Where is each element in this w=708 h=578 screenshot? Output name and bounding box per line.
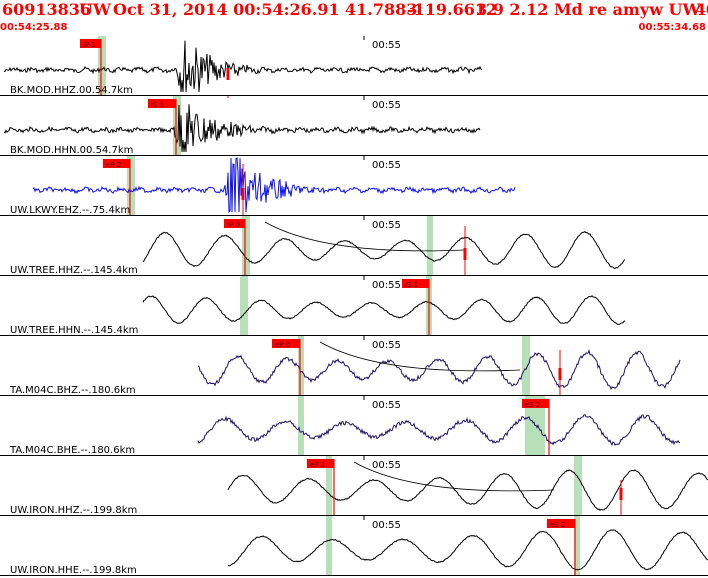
pick-flag-label: eP 2 — [310, 461, 325, 469]
channel-label: UW.IRON.HHE.--.199.8km — [10, 565, 137, 576]
coda-curve — [319, 341, 521, 372]
event-latitude: 41.7883 — [345, 0, 418, 19]
window-end-time: 00:55:34.68 — [638, 22, 706, 33]
waveform-trace — [3, 40, 483, 93]
event-id: 60913836 — [2, 0, 92, 19]
pick-window — [240, 276, 248, 336]
channel-label: TA.M04C.BHZ.--.180.6km — [9, 385, 136, 396]
pick-flag[interactable] — [224, 219, 245, 228]
channel-panel[interactable]: 00:55 eP 2 UW.IRON.HHZ.--.199.8km — [0, 456, 708, 516]
pick-flag[interactable] — [103, 159, 130, 168]
pick-window — [298, 396, 304, 456]
pick-flag[interactable] — [148, 99, 176, 108]
pick-flag-label: eP 2 — [106, 161, 121, 169]
pick-window — [98, 36, 106, 96]
pick-flag-label: eP 0 — [275, 341, 290, 349]
pick-window — [242, 216, 250, 276]
pick-flag-label: eS 2 — [525, 401, 540, 409]
channel-panel[interactable]: 00:55 iP 0 UW.TREE.HHZ.--.145.4km — [0, 216, 708, 276]
waveform-trace — [227, 469, 708, 512]
pick-window — [173, 96, 181, 156]
channel-panel[interactable]: 00:55 eP 0 TA.M04C.BHZ.--.180.6km — [0, 336, 708, 396]
event-network: UW — [79, 0, 111, 19]
channel-label: BK.MOD.HHN.00.54.7km — [10, 145, 133, 156]
pick-window — [574, 456, 582, 516]
coda-marker-bar — [619, 488, 623, 500]
window-start-time: 00:54:25.88 — [0, 22, 68, 33]
minute-tick-label: 00:55 — [372, 400, 401, 411]
channel-label: BK.MOD.HHZ.00.54.7km — [10, 85, 133, 96]
coda-marker-bar — [241, 188, 245, 200]
pick-flag[interactable] — [272, 339, 300, 348]
pick-window — [298, 336, 304, 396]
pick-flag-label: iS 1 — [151, 101, 164, 109]
channel-panel[interactable]: 00:55 iS 1 BK.MOD.HHN.00.54.7km — [0, 96, 708, 156]
minute-tick-label: 00:55 — [372, 520, 401, 531]
waveform-trace — [142, 295, 626, 325]
pick-window — [326, 456, 332, 516]
waveform-trace — [197, 414, 681, 446]
channel-label: UW.LKWY.EHZ.--.75.4km — [10, 205, 130, 216]
pick-flag[interactable] — [80, 39, 101, 48]
pick-flag-label: iS 1 — [405, 281, 418, 289]
channel-label: UW.TREE.HHZ.--.145.4km — [10, 265, 138, 276]
channel-label: UW.TREE.HHN.--.145.4km — [10, 325, 138, 336]
pick-flag[interactable] — [547, 519, 575, 528]
event-longitude: -119.6612 — [407, 0, 498, 19]
channel-label: TA.M04C.BHE.--.180.6km — [9, 445, 135, 456]
minute-tick-label: 00:55 — [372, 340, 401, 351]
minute-tick-label: 00:55 — [372, 460, 401, 471]
waveform-trace — [3, 104, 481, 153]
channel-panel[interactable]: 00:55 eS 2 UW.IRON.HHE.--.199.8km — [0, 516, 708, 576]
channel-label: UW.IRON.HHZ.--.199.8km — [10, 505, 137, 516]
waveform-trace — [32, 157, 516, 214]
coda-marker-bar — [558, 368, 562, 380]
event-datetime: Oct 31, 2014 00:54:26.91 — [113, 0, 340, 19]
pick-window — [326, 516, 332, 576]
seismogram-viewer[interactable]: 00:55 iP 1 BK.MOD.HHZ.00.54.7km 00:55 iS 1 BK… — [0, 36, 708, 578]
waveform-trace — [227, 529, 708, 571]
channel-panel[interactable]: 00:55 eS 2 TA.M04C.BHE.--.180.6km — [0, 396, 708, 456]
pick-window — [127, 156, 135, 216]
minute-tick-label: 00:55 — [372, 280, 401, 291]
pick-window — [427, 216, 433, 276]
coda-marker-bar — [463, 248, 467, 260]
pick-flag-label: iP 0 — [227, 221, 240, 229]
minute-tick-label: 00:55 — [372, 220, 401, 231]
waveform-trace — [198, 348, 681, 391]
channel-panel[interactable]: 00:55 iS 1 UW.TREE.HHN.--.145.4km — [0, 276, 708, 336]
minute-tick-label: 00:55 — [372, 100, 401, 111]
pick-flag-label: iP 1 — [83, 41, 96, 49]
pick-flag[interactable] — [522, 399, 549, 408]
waveform-trace — [142, 230, 626, 270]
pick-flag[interactable] — [307, 459, 334, 468]
channel-panel[interactable]: 00:55 iP 1 BK.MOD.HHZ.00.54.7km — [0, 36, 708, 98]
event-magnitude-info: 3.9 2.12 Md re amyw UW 01 — [476, 0, 708, 19]
event-header: 60913836 UW Oct 31, 2014 00:54:26.91 41.… — [0, 0, 708, 22]
coda-marker-bar — [226, 68, 230, 80]
pick-window — [522, 336, 530, 396]
event-version: 4 — [695, 0, 707, 19]
minute-tick-label: 00:55 — [372, 40, 401, 51]
minute-tick-label: 00:55 — [372, 160, 401, 171]
pick-window — [574, 516, 580, 576]
pick-flag-label: eS 2 — [550, 521, 565, 529]
channel-panel[interactable]: 00:55 eP 2 UW.LKWY.EHZ.--.75.4km — [0, 156, 708, 216]
coda-curve — [264, 221, 466, 252]
pick-flag[interactable] — [402, 279, 429, 288]
coda-curve — [353, 461, 555, 492]
